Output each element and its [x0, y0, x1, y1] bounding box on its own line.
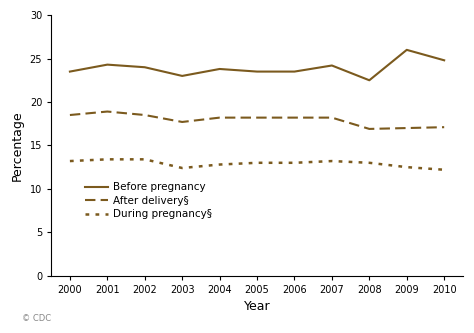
- Y-axis label: Percentage: Percentage: [11, 110, 24, 181]
- X-axis label: Year: Year: [244, 300, 270, 313]
- Legend: Before pregnancy, After delivery§, During pregnancy§: Before pregnancy, After delivery§, Durin…: [81, 178, 217, 224]
- Text: © CDC: © CDC: [22, 314, 52, 323]
